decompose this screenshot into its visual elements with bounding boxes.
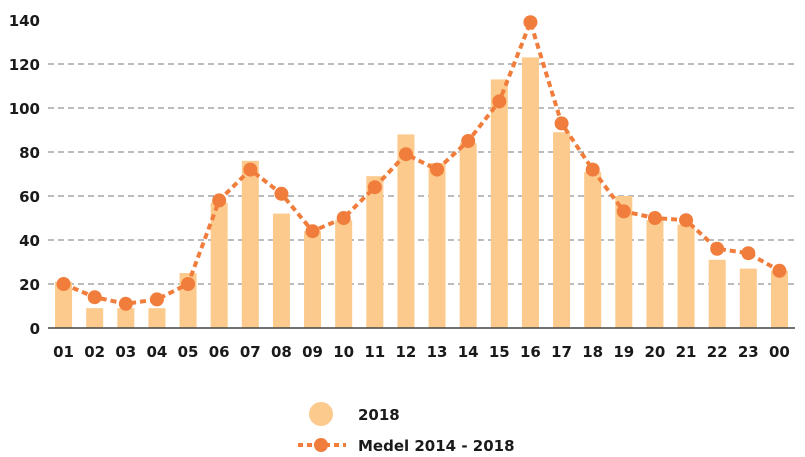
x-tick-label: 13 — [427, 343, 448, 361]
x-tick-label: 10 — [333, 343, 354, 361]
x-tick-label: 07 — [240, 343, 261, 361]
point-medel-22 — [710, 241, 725, 256]
x-tick-label: 11 — [364, 343, 385, 361]
x-tick-label: 12 — [396, 343, 417, 361]
bar-2018-09 — [304, 231, 322, 328]
point-medel-07 — [243, 162, 258, 177]
point-medel-21 — [679, 213, 694, 228]
y-tick-label: 100 — [9, 100, 40, 118]
x-tick-label: 02 — [84, 343, 105, 361]
y-tick-label: 40 — [19, 232, 40, 250]
legend-marker-dot-medel — [314, 438, 328, 452]
x-tick-label: 17 — [551, 343, 572, 361]
x-tick-label: 03 — [115, 343, 136, 361]
x-tick-label: 16 — [520, 343, 541, 361]
bar-2018-10 — [335, 220, 353, 328]
grid-lines — [48, 63, 795, 285]
legend-label-medel: Medel 2014 - 2018 — [358, 437, 515, 455]
point-medel-15 — [492, 94, 507, 109]
bar-2018-22 — [708, 259, 726, 328]
bar-2018-21 — [677, 224, 695, 328]
point-medel-16 — [523, 15, 538, 30]
legend: 2018 Medel 2014 - 2018 — [298, 402, 515, 455]
y-tick-label: 120 — [9, 56, 40, 74]
point-medel-08 — [274, 186, 289, 201]
point-medel-10 — [336, 211, 351, 225]
point-medel-04 — [149, 292, 164, 307]
bar-2018-14 — [459, 143, 477, 328]
x-tick-label: 01 — [53, 343, 74, 361]
point-medel-02 — [87, 290, 102, 305]
line-series — [56, 15, 787, 311]
bar-2018-13 — [428, 163, 446, 328]
legend-label-2018: 2018 — [358, 406, 400, 424]
point-medel-03 — [118, 296, 133, 311]
x-tick-label: 23 — [738, 343, 759, 361]
bar-2018-08 — [272, 213, 290, 328]
point-medel-11 — [367, 180, 382, 195]
x-tick-label: 19 — [613, 343, 634, 361]
bar-2018-16 — [521, 57, 539, 329]
point-medel-23 — [741, 246, 756, 261]
x-tick-label: 21 — [676, 343, 697, 361]
bar-2018-01 — [55, 281, 73, 328]
bar-2018-03 — [117, 308, 135, 328]
y-tick-label: 20 — [19, 276, 40, 294]
y-tick-label: 140 — [9, 12, 40, 30]
x-tick-label: 00 — [769, 343, 790, 361]
y-tick-label: 60 — [19, 188, 40, 206]
x-tick-label: 06 — [209, 343, 230, 361]
x-tick-label: 22 — [707, 343, 728, 361]
bar-2018-15 — [490, 79, 508, 329]
legend-marker-2018 — [309, 402, 333, 426]
point-medel-09 — [305, 224, 320, 239]
bar-series — [55, 57, 788, 329]
x-tick-label: 20 — [645, 343, 666, 361]
bar-2018-12 — [397, 134, 415, 328]
point-medel-00 — [772, 263, 787, 278]
bar-2018-07 — [241, 160, 259, 328]
bar-2018-02 — [86, 308, 104, 328]
bar-2018-17 — [553, 132, 571, 328]
bar-2018-19 — [615, 196, 633, 328]
point-medel-20 — [647, 211, 662, 225]
x-tick-label: 08 — [271, 343, 292, 361]
x-tick-label: 09 — [302, 343, 323, 361]
point-medel-13 — [430, 162, 445, 177]
y-tick-label: 80 — [19, 144, 40, 162]
x-tick-label: 15 — [489, 343, 510, 361]
point-medel-01 — [56, 277, 71, 291]
point-medel-17 — [554, 116, 569, 131]
point-medel-06 — [212, 193, 227, 208]
point-medel-14 — [461, 134, 476, 148]
x-tick-label: 05 — [178, 343, 199, 361]
bar-2018-04 — [148, 308, 166, 328]
point-medel-12 — [398, 147, 413, 162]
axes: 0 20 40 60 80 100 120 140 01 02 03 04 05 06 07 08 09 10 11… — [9, 12, 795, 361]
point-medel-19 — [616, 204, 631, 219]
bar-2018-00 — [770, 270, 788, 328]
point-medel-05 — [181, 277, 196, 291]
bar-2018-20 — [646, 220, 664, 328]
bar-2018-06 — [210, 202, 228, 328]
x-tick-label: 18 — [582, 343, 603, 361]
point-medel-18 — [585, 162, 600, 177]
x-tick-label: 14 — [458, 343, 479, 361]
y-tick-label: 0 — [30, 320, 40, 338]
x-tick-label: 04 — [147, 343, 168, 361]
bar-2018-11 — [366, 176, 384, 328]
bar-2018-23 — [739, 268, 757, 328]
bar-2018-18 — [584, 171, 602, 328]
